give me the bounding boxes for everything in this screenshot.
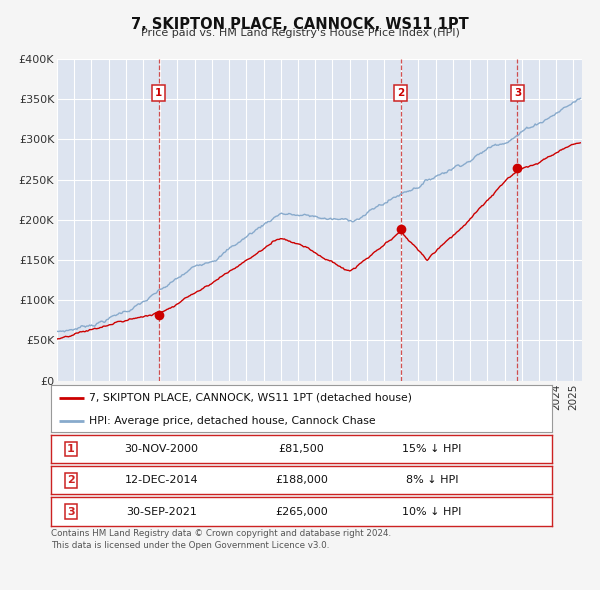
Text: 7, SKIPTON PLACE, CANNOCK, WS11 1PT: 7, SKIPTON PLACE, CANNOCK, WS11 1PT bbox=[131, 17, 469, 31]
Text: 2: 2 bbox=[397, 88, 404, 98]
Text: 8% ↓ HPI: 8% ↓ HPI bbox=[406, 476, 458, 485]
Text: 3: 3 bbox=[67, 507, 75, 516]
Text: £265,000: £265,000 bbox=[275, 507, 328, 516]
Text: 7, SKIPTON PLACE, CANNOCK, WS11 1PT (detached house): 7, SKIPTON PLACE, CANNOCK, WS11 1PT (det… bbox=[89, 393, 412, 403]
Text: Contains HM Land Registry data © Crown copyright and database right 2024.
This d: Contains HM Land Registry data © Crown c… bbox=[51, 529, 391, 550]
Text: 30-NOV-2000: 30-NOV-2000 bbox=[124, 444, 198, 454]
Text: £188,000: £188,000 bbox=[275, 476, 328, 485]
Text: 30-SEP-2021: 30-SEP-2021 bbox=[126, 507, 197, 516]
Text: 10% ↓ HPI: 10% ↓ HPI bbox=[402, 507, 461, 516]
Text: 2: 2 bbox=[67, 476, 75, 485]
Text: £81,500: £81,500 bbox=[278, 444, 325, 454]
Text: 1: 1 bbox=[155, 88, 163, 98]
Text: 1: 1 bbox=[67, 444, 75, 454]
Text: 15% ↓ HPI: 15% ↓ HPI bbox=[402, 444, 461, 454]
Text: Price paid vs. HM Land Registry's House Price Index (HPI): Price paid vs. HM Land Registry's House … bbox=[140, 28, 460, 38]
Text: 3: 3 bbox=[514, 88, 521, 98]
Text: 12-DEC-2014: 12-DEC-2014 bbox=[124, 476, 198, 485]
Text: HPI: Average price, detached house, Cannock Chase: HPI: Average price, detached house, Cann… bbox=[89, 417, 375, 427]
